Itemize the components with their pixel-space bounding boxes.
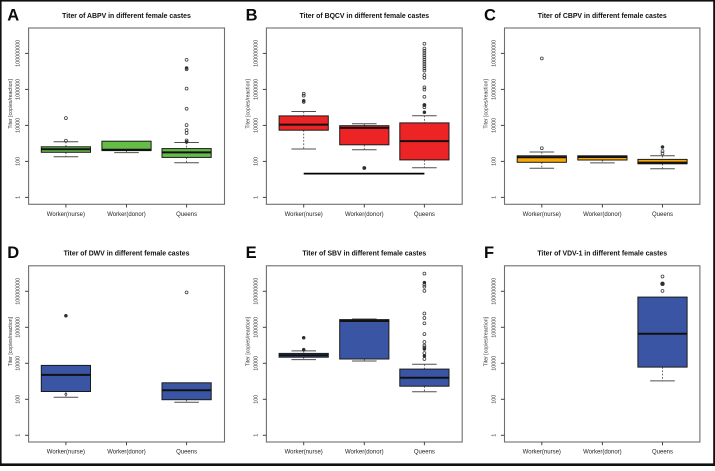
- svg-text:Titer of VDV-1 in different fe: Titer of VDV-1 in different female caste…: [537, 251, 667, 258]
- svg-text:10000: 10000: [253, 118, 259, 133]
- svg-text:10000: 10000: [492, 356, 498, 371]
- svg-text:Queens: Queens: [176, 450, 197, 456]
- svg-text:100000000: 100000000: [253, 40, 259, 67]
- svg-text:Queens: Queens: [414, 212, 435, 218]
- svg-text:Titer [copies/reaction]: Titer [copies/reaction]: [8, 316, 14, 366]
- svg-text:10000: 10000: [16, 118, 22, 133]
- svg-text:Worker(donor): Worker(donor): [345, 450, 384, 456]
- svg-text:100000000: 100000000: [253, 278, 259, 305]
- svg-text:100: 100: [492, 157, 498, 166]
- svg-text:Worker(nurse): Worker(nurse): [47, 212, 85, 218]
- svg-text:100: 100: [253, 395, 259, 404]
- svg-text:Worker(donor): Worker(donor): [107, 212, 146, 218]
- svg-text:100: 100: [16, 395, 22, 404]
- svg-text:100000000: 100000000: [16, 278, 22, 305]
- svg-text:1000000: 1000000: [16, 317, 22, 338]
- svg-text:Titer [copies/reaction]: Titer [copies/reaction]: [8, 79, 14, 129]
- svg-text:10000: 10000: [253, 356, 259, 371]
- svg-text:Titer [copies/reaction]: Titer [copies/reaction]: [484, 316, 490, 366]
- svg-text:D: D: [7, 244, 19, 262]
- svg-text:A: A: [7, 7, 19, 25]
- svg-text:100000000: 100000000: [16, 40, 22, 67]
- svg-text:Queens: Queens: [414, 450, 435, 456]
- svg-text:F: F: [484, 244, 494, 262]
- svg-text:Titer of CBPV in different fem: Titer of CBPV in different female castes: [538, 13, 667, 20]
- svg-text:Worker(nurse): Worker(nurse): [285, 212, 323, 218]
- svg-text:Worker(donor): Worker(donor): [583, 450, 622, 456]
- svg-text:Queens: Queens: [652, 450, 673, 456]
- svg-text:1000000: 1000000: [492, 317, 498, 338]
- svg-text:1: 1: [492, 196, 498, 199]
- svg-text:100000000: 100000000: [492, 278, 498, 305]
- svg-text:1000000: 1000000: [16, 79, 22, 100]
- svg-text:1000000: 1000000: [253, 317, 259, 338]
- svg-text:Worker(nurse): Worker(nurse): [47, 450, 85, 456]
- svg-text:1000000: 1000000: [492, 79, 498, 100]
- svg-text:Titer of BQCV in different fem: Titer of BQCV in different female castes: [299, 13, 429, 20]
- svg-text:1: 1: [253, 434, 259, 437]
- svg-text:1000000: 1000000: [253, 79, 259, 100]
- svg-text:Titer [copies/reaction]: Titer [copies/reaction]: [246, 79, 252, 129]
- svg-text:1: 1: [16, 196, 22, 199]
- svg-text:Queens: Queens: [176, 212, 197, 218]
- svg-text:E: E: [246, 244, 257, 262]
- svg-text:1: 1: [16, 434, 22, 437]
- svg-text:Titer of SBV in different fema: Titer of SBV in different female castes: [302, 251, 426, 258]
- svg-text:Queens: Queens: [652, 212, 673, 218]
- svg-text:1: 1: [253, 196, 259, 199]
- svg-text:Titer [copies/reaction]: Titer [copies/reaction]: [246, 316, 252, 366]
- svg-text:1: 1: [492, 434, 498, 437]
- svg-text:Titer of ABPV in different fem: Titer of ABPV in different female castes: [62, 13, 191, 20]
- svg-text:Titer [copies/reaction]: Titer [copies/reaction]: [484, 79, 490, 129]
- svg-text:100: 100: [16, 157, 22, 166]
- svg-text:10000: 10000: [16, 356, 22, 371]
- svg-text:Worker(donor): Worker(donor): [583, 212, 622, 218]
- svg-text:Worker(nurse): Worker(nurse): [285, 450, 323, 456]
- svg-text:10000: 10000: [492, 118, 498, 133]
- svg-text:C: C: [484, 7, 496, 25]
- svg-text:100000000: 100000000: [492, 40, 498, 67]
- svg-text:Worker(donor): Worker(donor): [345, 212, 384, 218]
- svg-text:Worker(nurse): Worker(nurse): [523, 212, 561, 218]
- svg-text:100: 100: [492, 395, 498, 404]
- svg-text:B: B: [246, 7, 258, 25]
- svg-text:Worker(nurse): Worker(nurse): [523, 450, 561, 456]
- svg-text:Titer of DWV in different fema: Titer of DWV in different female castes: [64, 251, 190, 258]
- svg-text:100: 100: [253, 157, 259, 166]
- svg-text:Worker(donor): Worker(donor): [107, 450, 146, 456]
